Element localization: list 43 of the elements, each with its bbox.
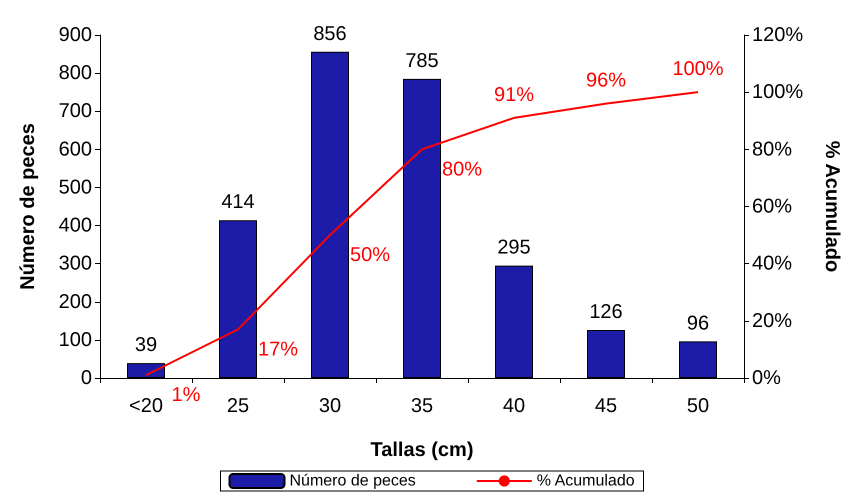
x-tick-label: 25 bbox=[226, 395, 250, 417]
data-label: 17% bbox=[258, 338, 298, 360]
y-tick-label: 0 bbox=[80, 367, 92, 389]
data-label: 785 bbox=[405, 50, 439, 72]
y2-tick-label: 40% bbox=[752, 252, 792, 275]
data-label: 100% bbox=[672, 58, 724, 80]
x-tick-label: 40 bbox=[502, 395, 526, 417]
y-tick-label: 100 bbox=[58, 328, 92, 351]
y-tick-label: 300 bbox=[58, 252, 92, 275]
data-label: 414 bbox=[221, 191, 255, 214]
y2-tick-label: 120% bbox=[752, 24, 804, 46]
y2-tick-label: 0% bbox=[752, 367, 782, 389]
data-label: 80% bbox=[442, 158, 482, 180]
y-tick-label: 700 bbox=[58, 100, 92, 122]
data-label: 91% bbox=[494, 84, 534, 106]
y-axis-title: Número de peces bbox=[17, 123, 39, 290]
x-tick-label: 35 bbox=[410, 395, 434, 417]
y-tick-label: 200 bbox=[58, 290, 92, 313]
x-axis-title: Tallas (cm) bbox=[370, 439, 474, 461]
y2-tick-label: 60% bbox=[752, 196, 792, 218]
y-tick-label: 500 bbox=[58, 176, 92, 198]
y-tick-label: 400 bbox=[58, 214, 92, 237]
y2-tick-label: 80% bbox=[752, 138, 792, 160]
data-label: 96 bbox=[686, 312, 710, 334]
data-label: 96% bbox=[586, 70, 626, 92]
y2-axis-title: % Acumulado bbox=[821, 140, 843, 272]
x-tick-label: <20 bbox=[129, 395, 163, 417]
x-tick-label: 50 bbox=[686, 395, 710, 417]
data-label: 1% bbox=[172, 384, 201, 406]
y2-tick-label: 100% bbox=[752, 81, 804, 104]
x-tick-label: 30 bbox=[318, 395, 342, 417]
y-tick-label: 900 bbox=[58, 24, 92, 46]
y-tick-label: 600 bbox=[58, 138, 92, 160]
legend-label: Número de peces bbox=[289, 472, 416, 490]
data-label: 126 bbox=[589, 300, 623, 323]
data-label: 856 bbox=[313, 22, 347, 45]
data-label: 50% bbox=[350, 244, 390, 266]
y2-tick-label: 20% bbox=[752, 310, 792, 332]
x-tick-label: 45 bbox=[594, 395, 618, 417]
data-label: 295 bbox=[497, 236, 531, 259]
data-label: 39 bbox=[134, 334, 158, 356]
y-tick-label: 800 bbox=[58, 62, 92, 84]
legend-label: % Acumulado bbox=[536, 472, 635, 490]
